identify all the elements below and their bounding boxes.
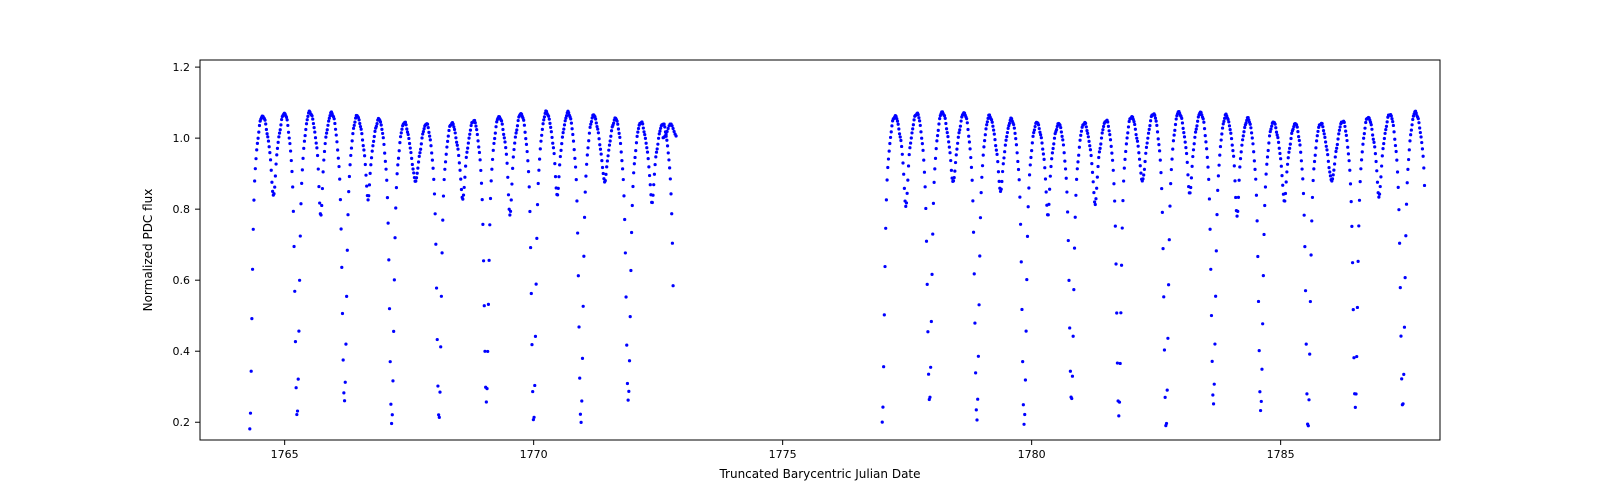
y-tick-label: 1.2 [173,61,191,74]
axes-frame [200,60,1440,440]
x-tick-label: 1785 [1267,448,1295,461]
data-points [248,109,1426,430]
x-tick-label: 1770 [520,448,548,461]
y-tick-label: 0.2 [173,416,191,429]
x-axis-label: Truncated Barycentric Julian Date [718,467,920,481]
y-tick-label: 0.4 [173,345,191,358]
x-tick-label: 1780 [1018,448,1046,461]
y-tick-label: 0.6 [173,274,191,287]
lightcurve-chart: 1765 1770 1775 1780 1785 0.2 0.4 0.6 0.8 1.0 1.2 Tr… [0,0,1600,500]
y-axis-label: Normalized PDC flux [141,189,155,312]
y-tick-label: 0.8 [173,203,191,216]
x-tick-label: 1775 [769,448,797,461]
y-tick-label: 1.0 [173,132,191,145]
x-tick-label: 1765 [271,448,299,461]
plot-svg: 1765 1770 1775 1780 1785 0.2 0.4 0.6 0.8 1.0 1.2 Tr… [0,0,1600,500]
